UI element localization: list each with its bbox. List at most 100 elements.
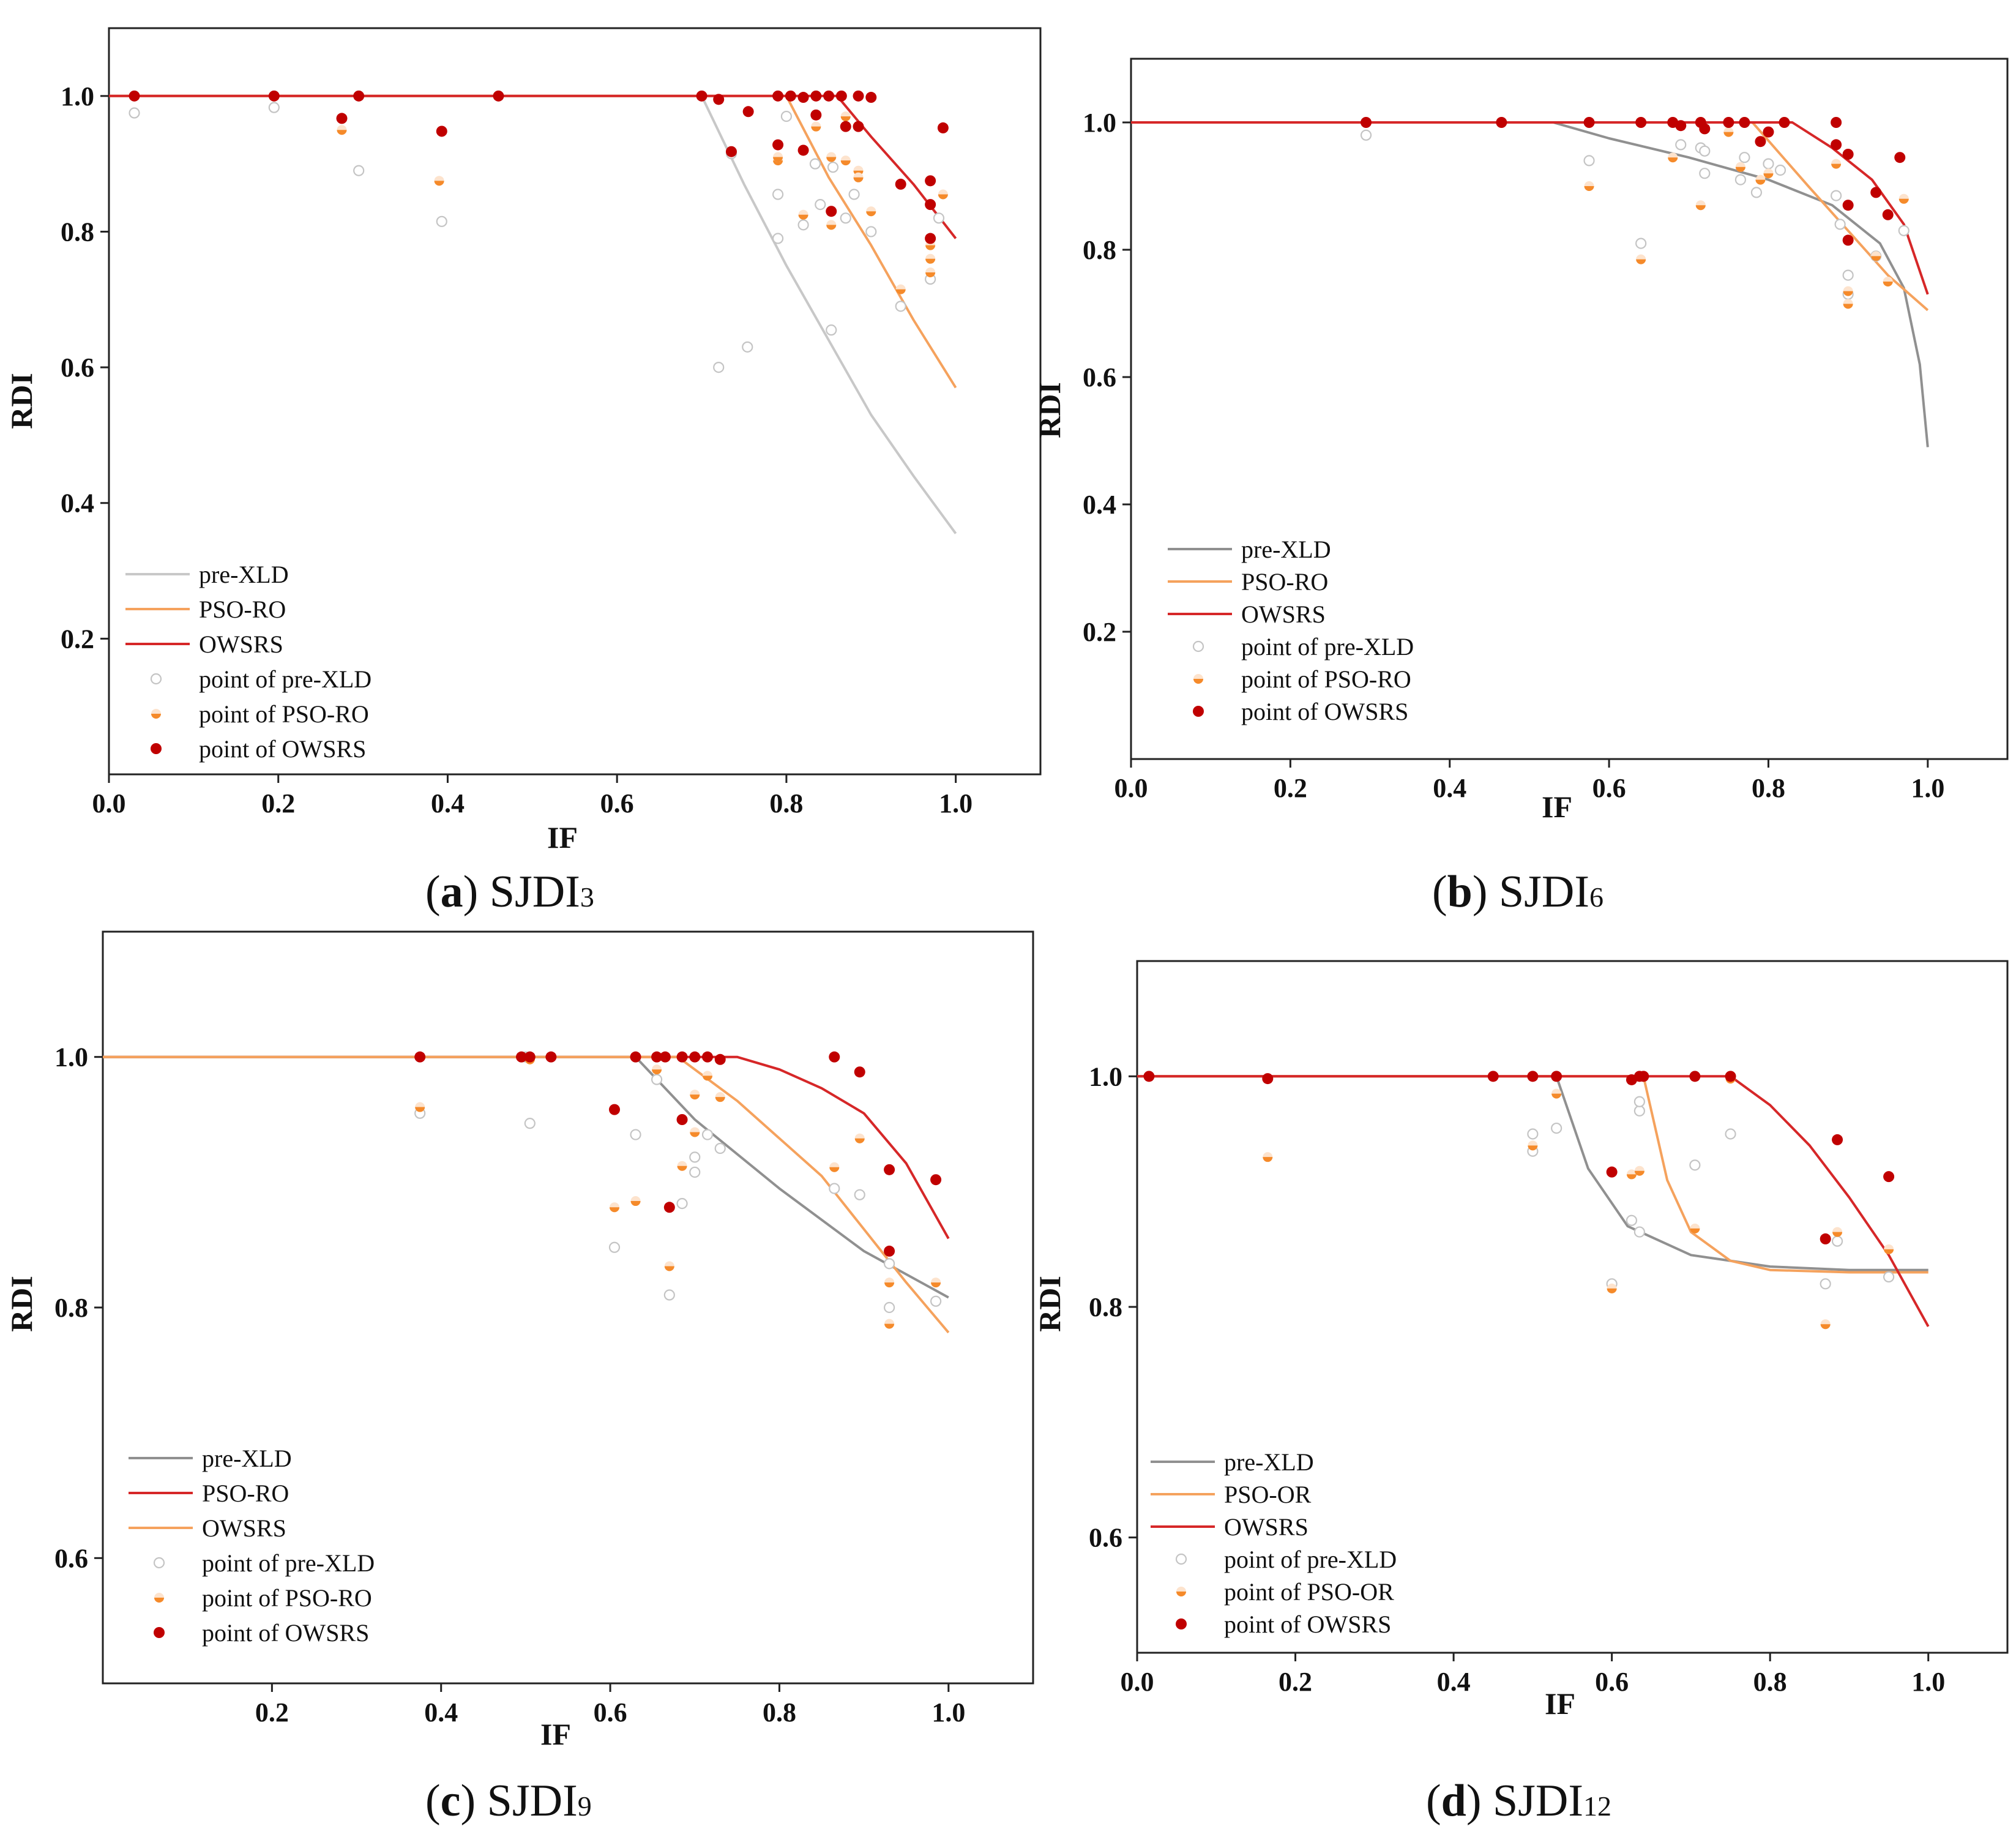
series-line-pre-xld	[1137, 1075, 1928, 1271]
data-point	[1668, 152, 1678, 163]
legend-label: pre-XLD	[1224, 1448, 1314, 1476]
y-axis-label: RDI	[4, 373, 39, 429]
data-point	[677, 1161, 687, 1171]
data-point	[676, 1051, 688, 1063]
x-axis-label: IF	[547, 820, 578, 855]
data-point	[1843, 286, 1853, 296]
legend-swatch	[154, 1593, 164, 1603]
x-axis-label: IF	[1545, 1686, 1575, 1721]
chart-c: 0.2 0.4 0.6 0.8 1.0 0.6 0.8 1.0 IF RDI pre-XLD PSO-…	[4, 930, 1034, 1751]
legend-label: PSO-OR	[1224, 1481, 1312, 1508]
panel-c: 0.2 0.4 0.6 0.8 1.0 0.6 0.8 1.0 IF RDI pre-XLD PSO-…	[0, 918, 1040, 1837]
legend-label: point of PSO-RO	[1241, 665, 1411, 693]
data-point	[815, 199, 826, 211]
data-point	[811, 121, 821, 132]
data-point	[1883, 1171, 1895, 1183]
data-point	[676, 1198, 688, 1210]
data-point	[854, 1133, 865, 1143]
data-point	[1735, 162, 1745, 172]
y-tick-label: 0.6	[61, 353, 94, 383]
data-point	[826, 206, 837, 217]
x-tick-label: 0.8	[1752, 773, 1785, 803]
data-point	[840, 121, 851, 132]
data-point	[1638, 1071, 1649, 1082]
x-tick-label: 0.2	[1274, 773, 1307, 803]
data-point	[1739, 152, 1750, 163]
data-point	[1487, 1071, 1499, 1082]
legend-entry: OWSRS	[125, 630, 283, 658]
series-line-owsrs	[1137, 1075, 1930, 1327]
data-point	[1763, 126, 1774, 138]
data-point	[937, 122, 949, 133]
legend-label: point of pre-XLD	[202, 1549, 375, 1577]
legend-label: PSO-RO	[1241, 568, 1328, 596]
data-point	[823, 90, 835, 102]
data-point	[1584, 181, 1594, 191]
legend-swatch	[1193, 706, 1204, 717]
legend-entry: OWSRS	[129, 1514, 286, 1542]
data-point	[829, 1162, 840, 1172]
data-point	[835, 90, 847, 102]
data-point	[1843, 299, 1853, 309]
data-point	[772, 90, 784, 102]
legend-entry: point of pre-XLD	[153, 1549, 375, 1577]
legend-label: PSO-RO	[199, 596, 286, 623]
data-point	[715, 1092, 725, 1102]
legend-entry: point of PSO-RO	[1193, 665, 1411, 693]
data-point	[1496, 117, 1507, 128]
legend-label: point of OWSRS	[1224, 1611, 1391, 1638]
panel-b: 0.0 0.2 0.4 0.6 0.8 1.0 0.2 0.4 0.6 0.8 1.0 IF RDI pr…	[1028, 0, 2016, 918]
data-point	[268, 102, 280, 113]
y-tick-label: 1.0	[1083, 108, 1116, 138]
legend-label: point of pre-XLD	[1224, 1546, 1397, 1573]
data-point	[1699, 145, 1711, 157]
data-point	[652, 1064, 662, 1075]
data-point	[129, 107, 140, 119]
data-point	[1755, 174, 1766, 185]
data-point	[829, 1183, 840, 1194]
legend-label: point of PSO-RO	[202, 1584, 372, 1612]
legend-entry: pre-XLD	[125, 561, 289, 588]
data-point	[1725, 1071, 1736, 1082]
y-axis-label: RDI	[1032, 382, 1067, 438]
legend-entry: PSO-RO	[1168, 568, 1328, 596]
data-point	[772, 139, 784, 151]
data-point	[689, 1051, 701, 1063]
data-point	[436, 125, 447, 137]
plot-frame	[108, 27, 1042, 776]
legend-swatch	[1192, 640, 1204, 653]
data-point	[865, 92, 877, 103]
x-tick-label: 0.4	[431, 788, 465, 818]
y-tick-label: 0.6	[54, 1543, 88, 1573]
data-point	[1699, 123, 1711, 135]
data-point	[1675, 120, 1687, 132]
data-point	[493, 90, 504, 102]
legend-entry: pre-XLD	[129, 1445, 292, 1472]
data-point	[1263, 1152, 1273, 1162]
y-axis-label: RDI	[4, 1276, 39, 1332]
data-point	[1734, 174, 1746, 185]
data-point	[840, 212, 851, 224]
data-point	[1527, 1128, 1539, 1140]
data-point	[353, 165, 365, 176]
data-point	[414, 1051, 426, 1063]
data-point	[1723, 117, 1734, 128]
y-axis-label: RDI	[1032, 1276, 1067, 1332]
data-point	[689, 1151, 701, 1163]
data-point	[434, 176, 444, 186]
data-point	[895, 284, 906, 294]
data-point	[1884, 1244, 1894, 1254]
series-line-owsrs	[1131, 121, 1929, 295]
data-point	[1763, 158, 1774, 170]
legend-entry: point of OWSRS	[151, 735, 366, 763]
x-tick-label: 0.8	[769, 788, 803, 818]
legend-swatch	[154, 1627, 165, 1638]
data-point	[714, 1053, 726, 1065]
legend-label: pre-XLD	[1241, 536, 1331, 563]
legend-label: point of OWSRS	[202, 1619, 369, 1647]
data-point	[1779, 117, 1790, 128]
x-tick-label: 0.0	[1121, 1667, 1154, 1697]
data-point	[664, 1261, 674, 1271]
data-point	[1755, 136, 1766, 148]
y-tick-label: 1.0	[54, 1042, 88, 1072]
